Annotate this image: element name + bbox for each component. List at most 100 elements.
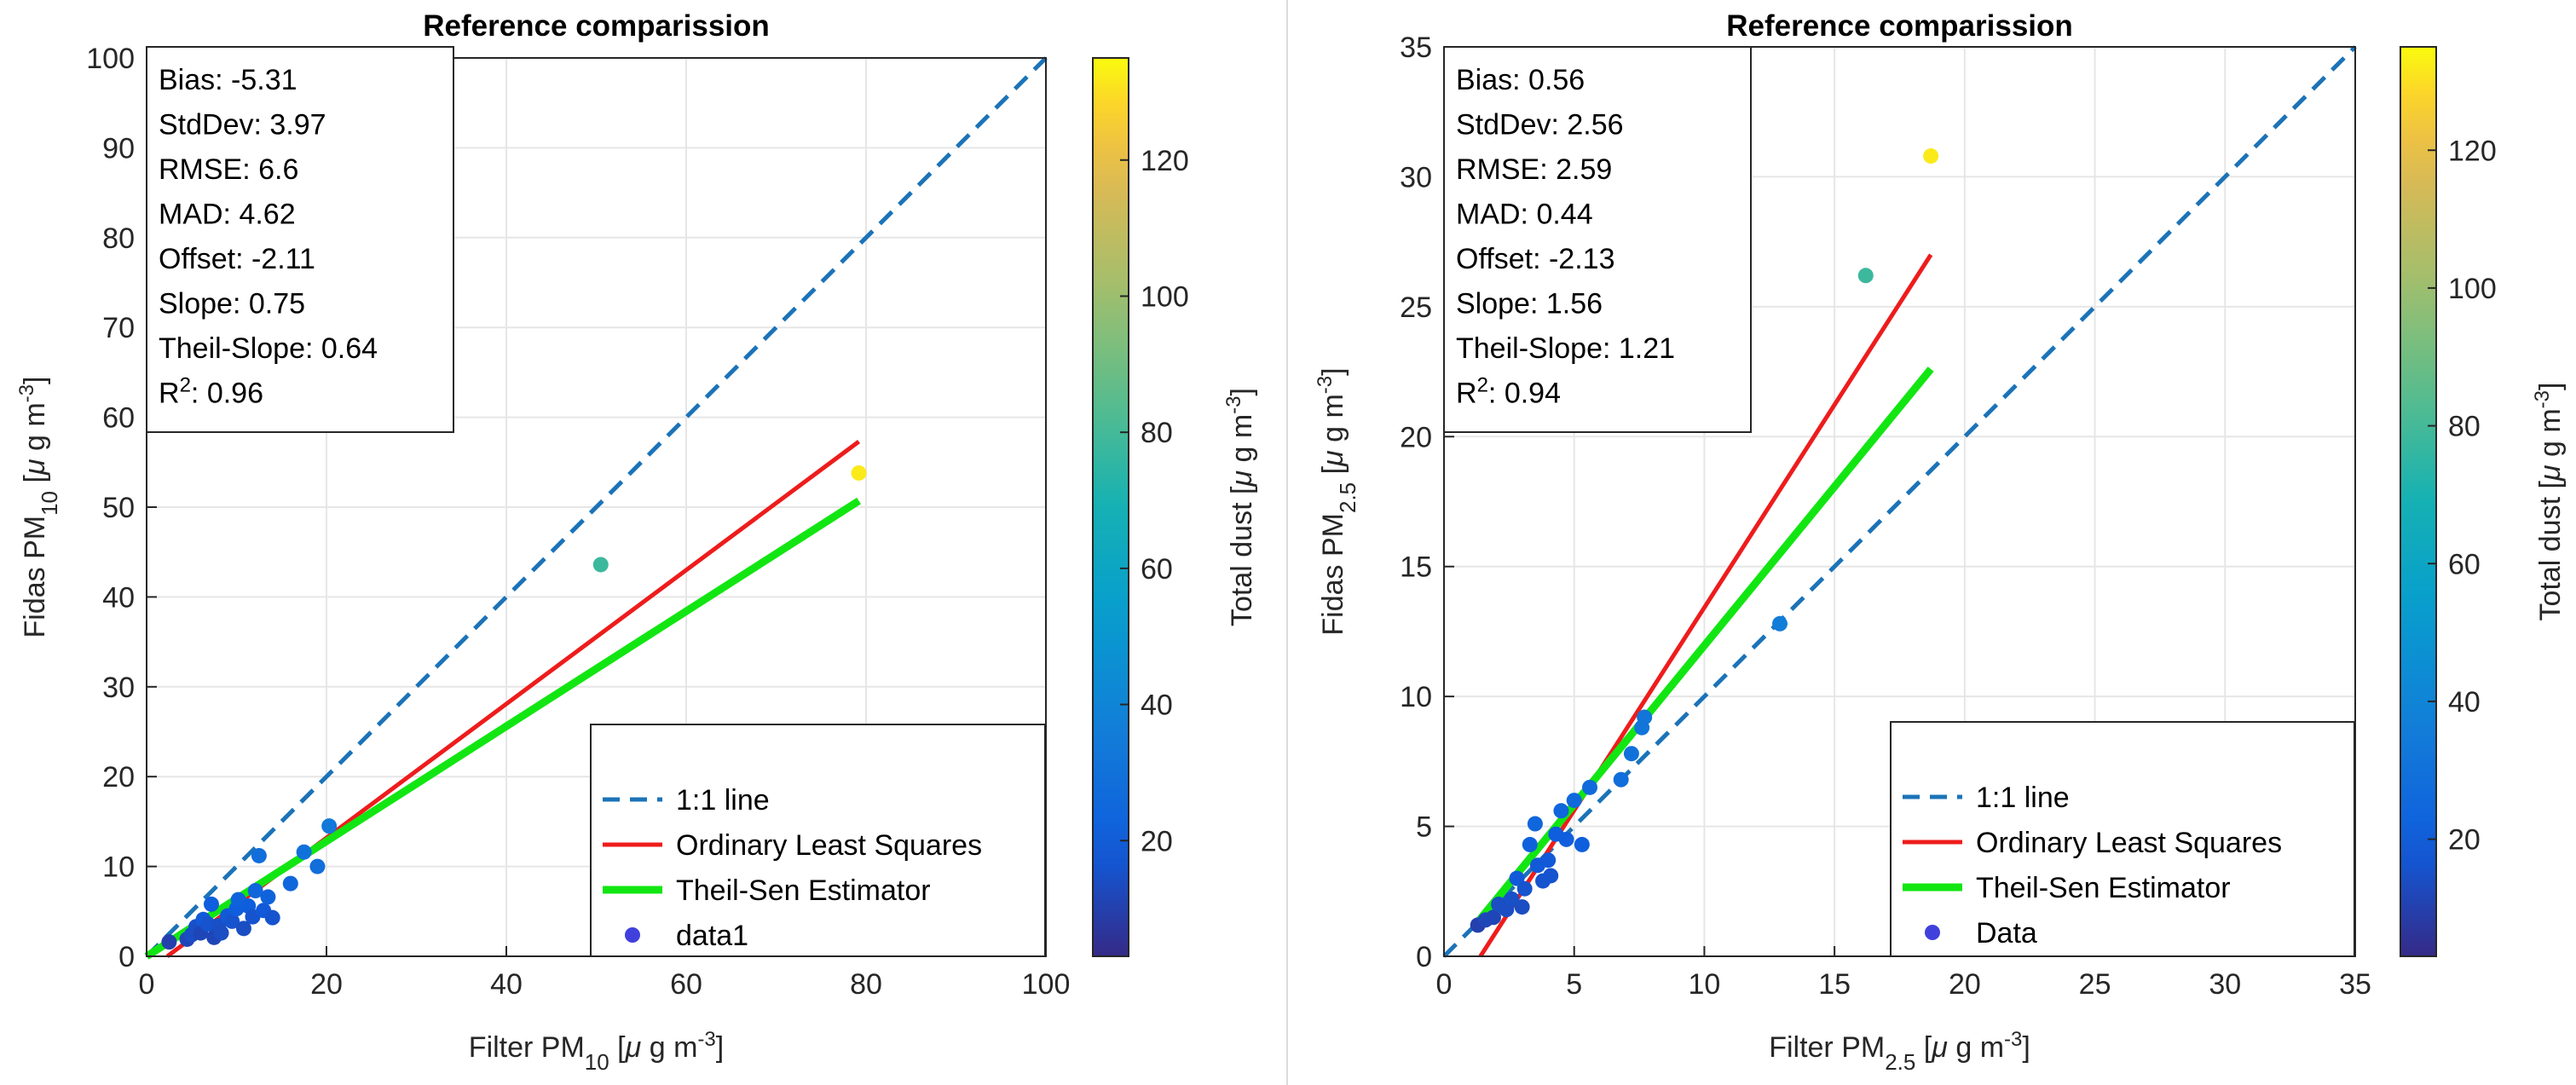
colorbar-tick-label: 80 xyxy=(1141,417,1173,449)
one-to-one-line xyxy=(1442,45,2357,958)
x-tick-label: 25 xyxy=(2079,968,2111,1001)
y-tick-label: 15 xyxy=(1400,551,1432,584)
y-tick-label: 5 xyxy=(1416,811,1432,844)
legend-label: Ordinary Least Squares xyxy=(1976,827,2282,859)
stats-line: MAD: 0.44 xyxy=(1456,199,1593,231)
data-point xyxy=(1543,868,1559,884)
y-tick-label: 20 xyxy=(1400,421,1432,453)
stats-line: Bias: 0.56 xyxy=(1456,64,1585,96)
data-point xyxy=(203,896,219,912)
stats-box xyxy=(146,46,454,433)
legend-data-swatch xyxy=(625,927,640,943)
data-point xyxy=(1613,771,1629,788)
data-point xyxy=(851,465,867,481)
data-point xyxy=(235,921,251,937)
stats-line: StdDev: 2.56 xyxy=(1456,109,1624,141)
colorbar-tick-label: 100 xyxy=(1141,280,1189,313)
data-point xyxy=(321,818,338,834)
one-to-one-line xyxy=(145,56,1048,958)
y-tick-label: 0 xyxy=(118,941,135,973)
colorbar-tick-label: 20 xyxy=(1141,825,1173,857)
legend-label: 1:1 line xyxy=(676,784,770,817)
y-tick-label: 35 xyxy=(1400,32,1432,64)
data-point xyxy=(260,889,276,905)
y-tick-label: 10 xyxy=(102,851,135,884)
x-tick-label: 0 xyxy=(139,968,155,1001)
stats-line: R2: 0.96 xyxy=(159,373,263,410)
x-tick-label: 35 xyxy=(2339,968,2371,1001)
chart-right-pm25: 0 5 10 15 20 25 30 35 0 5 10 15 20 25 30 35 Reference co… xyxy=(1314,9,2567,1075)
data-point xyxy=(1486,909,1502,926)
legend-label: Theil-Sen Estimator xyxy=(1976,872,2231,904)
data-point xyxy=(1574,836,1590,852)
stats-line: RMSE: 6.6 xyxy=(159,153,298,186)
chart-left-pm10: 0 20 40 60 80 100 0 10 20 30 40 50 60 70 80 90 100 Refere… xyxy=(15,9,1259,1075)
data-point xyxy=(1516,880,1533,897)
legend-box xyxy=(590,724,1046,957)
y-tick-label: 10 xyxy=(1400,681,1432,713)
y-tick-label: 90 xyxy=(102,132,135,164)
data-point xyxy=(1540,852,1557,869)
data-point xyxy=(1553,803,1569,819)
stats-line: Theil-Slope: 1.21 xyxy=(1456,332,1675,365)
data-point xyxy=(161,934,177,950)
data-point xyxy=(1623,746,1639,762)
colorbar-tick-label: 40 xyxy=(1141,690,1173,722)
data-point xyxy=(1582,779,1598,795)
stats-line: Theil-Slope: 0.64 xyxy=(159,332,378,365)
data-point xyxy=(1923,148,1939,164)
stats-line: Bias: -5.31 xyxy=(159,64,297,96)
legend-label: 1:1 line xyxy=(1976,782,2070,814)
stats-line: Offset: -2.11 xyxy=(159,243,315,275)
x-tick-label: 15 xyxy=(1818,968,1851,1001)
theil-sen-line xyxy=(144,497,861,960)
data-point xyxy=(296,844,312,860)
data-point xyxy=(1504,891,1520,907)
y-tick-label: 20 xyxy=(102,761,135,794)
stats-box xyxy=(1443,46,1752,433)
data-point xyxy=(1637,709,1653,725)
y-tick-label: 30 xyxy=(1400,161,1432,193)
y-tick-label: 25 xyxy=(1400,291,1432,324)
x-tick-label: 80 xyxy=(850,968,882,1001)
y-tick-label: 70 xyxy=(102,312,135,344)
stats-line: Slope: 0.75 xyxy=(159,288,305,320)
data-point xyxy=(213,925,229,941)
colorbar-label: Total dust [μ g m-3] xyxy=(2531,383,2567,621)
stats-line: MAD: 4.62 xyxy=(159,199,296,231)
stats-line: Offset: -2.13 xyxy=(1456,243,1614,275)
x-tick-label: 5 xyxy=(1566,968,1582,1001)
chart-title: Reference comparission xyxy=(423,9,770,43)
x-tick-label: 20 xyxy=(310,968,343,1001)
legend-label: data1 xyxy=(676,920,748,952)
x-tick-label: 0 xyxy=(1436,968,1453,1001)
data-point xyxy=(1558,831,1574,847)
data-point xyxy=(224,913,240,929)
y-tick-label: 30 xyxy=(102,672,135,704)
legend-box xyxy=(1890,721,2355,957)
legend-label: Data xyxy=(1976,917,2037,949)
x-tick-label: 30 xyxy=(2209,968,2241,1001)
stats-line: R2: 0.94 xyxy=(1456,373,1561,410)
x-tick-label: 100 xyxy=(1022,968,1071,1001)
x-tick-label: 10 xyxy=(1689,968,1721,1001)
colorbar xyxy=(1092,57,1129,957)
chart-title: Reference comparission xyxy=(1726,9,2073,43)
data-point xyxy=(309,858,326,874)
y-tick-label: 40 xyxy=(102,581,135,614)
colorbar-tick-label: 100 xyxy=(2448,273,2497,305)
y-tick-label: 50 xyxy=(102,492,135,524)
data-point xyxy=(592,557,609,573)
colorbar-tick-label: 120 xyxy=(2448,135,2497,167)
data-point xyxy=(1527,816,1543,832)
data-point xyxy=(1522,836,1538,852)
colorbar-tick-label: 20 xyxy=(2448,824,2481,857)
data-point xyxy=(1566,793,1582,809)
x-tick-label: 20 xyxy=(1949,968,1981,1001)
data-point xyxy=(1514,899,1530,915)
legend-label: Ordinary Least Squares xyxy=(676,829,982,862)
y-axis-label: Fidas PM10 [μ g m-3] xyxy=(15,377,63,638)
legend-data-swatch xyxy=(1925,925,1940,940)
data-point xyxy=(251,847,267,863)
data-point xyxy=(282,875,298,892)
